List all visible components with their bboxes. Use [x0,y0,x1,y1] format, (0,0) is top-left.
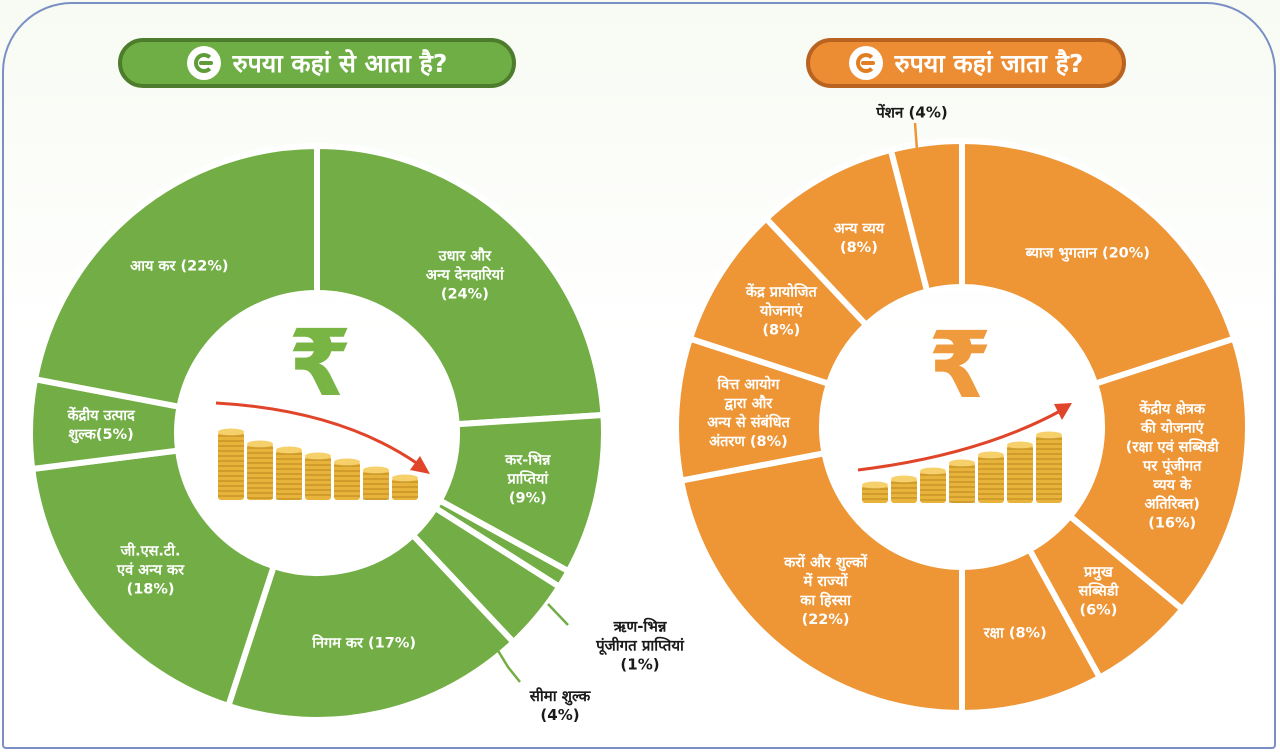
slice-expense-4 [677,449,965,717]
rupee-icon-right: ₹ [927,312,993,419]
slice-income-4 [224,530,518,723]
left-donut [27,142,607,723]
header-left: रुपया कहां से आता है? [118,38,516,88]
slice-label: आय कर (22%) [130,258,229,275]
header-right-title: रुपया कहां जाता है? [894,49,1084,78]
header-right: रुपया कहां जाता है? [806,38,1126,88]
slice-label: ब्याज भुगतान (20%) [1025,245,1150,262]
slice-label: ऋण-भिन्न पूंजीगत प्राप्तियां (1%) [596,617,684,674]
slice-label: अन्य व्यय (8%) [833,221,885,257]
slice-expense-1 [1065,334,1251,614]
slice-label: वित्त आयोग द्वारा और अन्य से संबंधित अंत… [707,376,790,450]
slice-income-0 [314,142,607,428]
slice-label: उधार और अन्य देनदारियां (24%) [425,248,504,303]
slice-label: केंद्रीय उत्पाद शुल्क(5%) [67,408,135,444]
leader-line [913,122,919,151]
leader-line [547,603,569,626]
slice-label: करों और शुल्कों में राज्यों का हिस्सा (2… [784,554,868,628]
down-arrow-icon [215,401,430,474]
slice-label: निगम कर (17%) [312,635,416,652]
slice-income-7 [31,142,320,411]
logo-icon [848,46,883,80]
up-arrow-icon [857,403,1072,472]
rupee-icon-left: ₹ [287,310,353,417]
coins-icon-rising [862,431,1062,503]
slice-label: प्रमुख सब्सिडी (6%) [1078,564,1119,619]
leader-lines [492,122,919,683]
slice-label: सीमा शुल्क (4%) [529,687,591,724]
leader-line [492,643,521,683]
slice-label: केंद्र प्रायोजित योजनाएं (8%) [745,284,817,339]
slice-expense-8 [887,137,965,296]
slice-label: पेंशन (4%) [876,103,948,122]
right-donut [673,137,1251,717]
header-left-title: रुपया कहां से आता है? [232,49,448,78]
center-illustrations [215,401,1072,503]
slice-income-5 [28,447,278,710]
slice-label: रक्षा (8%) [983,625,1047,642]
slice-label: केंद्रीय क्षेत्रक की योजनाएं (रक्षा एवं … [1125,401,1219,532]
logo-icon [186,46,221,80]
slice-expense-0 [959,137,1238,388]
slice-label: कर-भिन्न प्राप्तियां (9%) [505,452,551,507]
coins-icon-falling [218,428,418,500]
slice-label: जी.एस.टी. एवं अन्य कर (18%) [117,543,185,598]
